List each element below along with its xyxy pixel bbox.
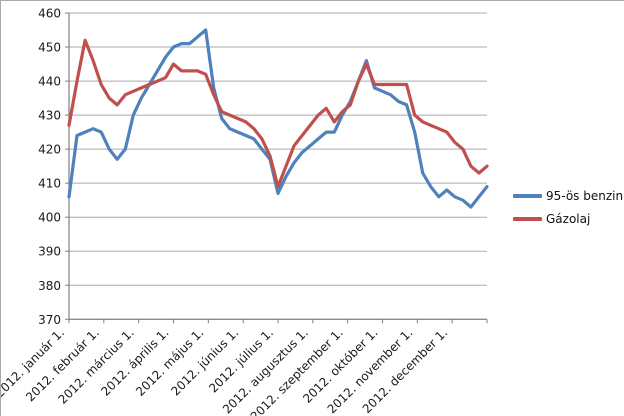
y-tick-label: 430	[38, 109, 61, 123]
y-tick-label: 450	[38, 41, 61, 55]
y-tick-label: 410	[38, 177, 61, 191]
legend-swatch-gazolaj	[513, 217, 542, 221]
y-tick-label: 370	[38, 313, 61, 327]
legend-label-gazolaj: Gázolaj	[546, 212, 591, 226]
y-tick-label: 400	[38, 211, 61, 225]
y-tick-label: 380	[38, 279, 61, 293]
chart-legend: 95-ös benzin Gázolaj	[513, 189, 623, 226]
legend-item-benzin: 95-ös benzin	[513, 189, 623, 203]
legend-swatch-benzin	[513, 194, 542, 198]
y-tick-label: 420	[38, 143, 61, 157]
y-tick-label: 460	[38, 7, 61, 21]
series-line-0	[67, 28, 489, 209]
y-tick-label: 390	[38, 245, 61, 259]
legend-item-gazolaj: Gázolaj	[513, 212, 623, 226]
y-tick-label: 440	[38, 75, 61, 89]
legend-label-benzin: 95-ös benzin	[546, 189, 624, 203]
series-line-1	[67, 38, 489, 189]
